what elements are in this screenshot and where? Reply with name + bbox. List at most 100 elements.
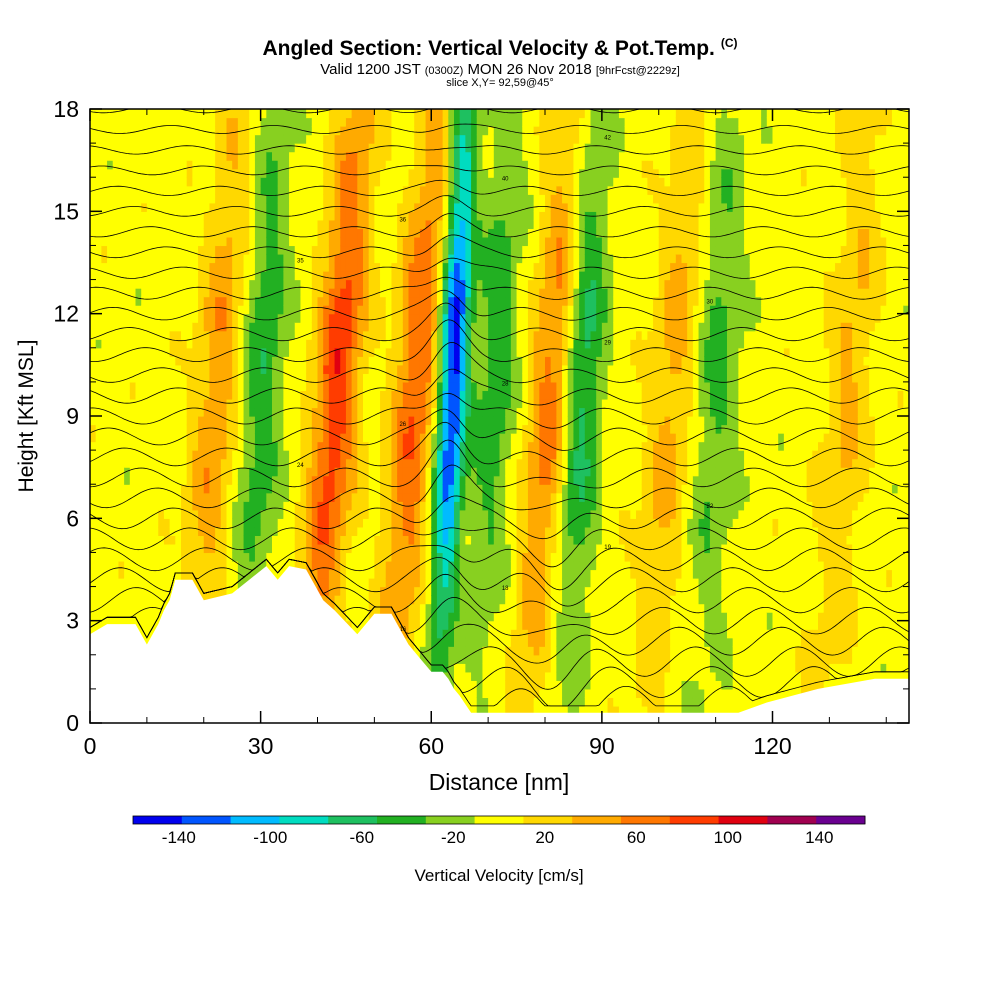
velocity-cell — [431, 364, 438, 374]
velocity-cell — [425, 526, 432, 536]
velocity-cell — [323, 126, 330, 136]
velocity-cell — [237, 398, 245, 409]
velocity-cell — [380, 330, 387, 340]
velocity-cell — [459, 458, 466, 468]
velocity-cell — [249, 433, 256, 443]
velocity-cell — [220, 543, 228, 554]
velocity-cell — [300, 535, 307, 545]
velocity-cell — [465, 407, 472, 417]
velocity-cell — [277, 356, 284, 366]
velocity-cell — [419, 194, 427, 204]
velocity-cell — [163, 228, 171, 238]
velocity-cell — [146, 347, 154, 357]
velocity-cell — [220, 168, 228, 178]
velocity-cell — [266, 501, 273, 511]
velocity-cell — [306, 168, 313, 178]
velocity-cell — [459, 501, 466, 511]
velocity-cell — [192, 441, 199, 451]
velocity-cell — [402, 560, 410, 571]
velocity-cell — [141, 134, 148, 144]
velocity-cell — [368, 143, 375, 153]
velocity-cell — [152, 296, 159, 306]
velocity-cell — [323, 313, 330, 323]
velocity-cell — [385, 595, 393, 605]
velocity-cell — [163, 117, 171, 127]
velocity-cell — [243, 552, 250, 562]
velocity-cell — [129, 595, 137, 605]
velocity-cell — [425, 151, 432, 161]
velocity-cell — [363, 194, 370, 204]
velocity-cell — [442, 262, 449, 272]
velocity-cell — [112, 143, 120, 153]
velocity-cell — [135, 612, 142, 622]
velocity-cell — [345, 347, 353, 357]
velocity-cell — [317, 586, 324, 596]
velocity-cell — [471, 612, 478, 622]
velocity-cell — [351, 501, 358, 511]
velocity-cell — [266, 143, 273, 153]
velocity-cell — [186, 330, 193, 340]
velocity-cell — [192, 347, 199, 357]
velocity-cell — [345, 364, 353, 374]
velocity-cell — [232, 381, 239, 392]
velocity-cell — [311, 416, 319, 426]
velocity-cell — [311, 433, 319, 443]
velocity-cell — [311, 450, 319, 460]
velocity-cell — [90, 271, 97, 281]
velocity-cell — [266, 219, 273, 229]
velocity-cell — [203, 253, 211, 264]
velocity-cell — [169, 322, 176, 332]
velocity-cell — [306, 424, 313, 434]
velocity-cell — [471, 330, 478, 340]
velocity-cell — [232, 236, 239, 247]
velocity-cell — [311, 552, 319, 562]
velocity-cell — [181, 160, 188, 170]
velocity-cell — [414, 509, 421, 519]
velocity-cell — [306, 450, 313, 460]
velocity-cell — [436, 305, 444, 315]
velocity-cell — [368, 262, 375, 272]
velocity-cell — [277, 253, 284, 264]
velocity-cell — [220, 151, 228, 161]
velocity-cell — [402, 441, 410, 451]
velocity-cell — [118, 381, 125, 392]
velocity-cell — [129, 467, 137, 477]
velocity-cell — [476, 398, 484, 409]
velocity-cell — [215, 381, 222, 392]
velocity-cell — [203, 578, 211, 588]
velocity-cell — [107, 552, 114, 562]
velocity-cell — [357, 416, 364, 426]
velocity-cell — [90, 501, 97, 511]
velocity-cell — [118, 390, 125, 400]
velocity-cell — [163, 126, 171, 136]
velocity-cell — [340, 194, 347, 204]
velocity-cell — [107, 160, 114, 170]
velocity-cell — [260, 305, 267, 315]
velocity-cell — [220, 322, 228, 332]
velocity-cell — [135, 424, 142, 434]
velocity-cell — [459, 450, 466, 460]
velocity-cell — [436, 271, 444, 281]
velocity-cell — [323, 433, 330, 443]
velocity-cell — [454, 168, 461, 178]
velocity-cell — [374, 492, 381, 502]
velocity-cell — [391, 236, 398, 247]
velocity-cell — [215, 151, 222, 161]
velocity-cell — [243, 501, 250, 511]
velocity-cell — [181, 228, 188, 238]
velocity-cell — [402, 492, 410, 502]
velocity-cell — [357, 526, 364, 536]
velocity-cell — [294, 398, 302, 409]
velocity-cell — [107, 398, 114, 409]
velocity-cell — [476, 637, 484, 647]
velocity-cell — [135, 586, 142, 596]
velocity-cell — [232, 134, 239, 144]
velocity-cell — [436, 450, 444, 460]
velocity-cell — [351, 236, 358, 247]
velocity-cell — [243, 450, 250, 460]
velocity-cell — [186, 313, 193, 323]
velocity-cell — [243, 185, 250, 195]
velocity-cell — [476, 262, 484, 272]
velocity-cell — [380, 356, 387, 366]
velocity-cell — [101, 398, 108, 409]
